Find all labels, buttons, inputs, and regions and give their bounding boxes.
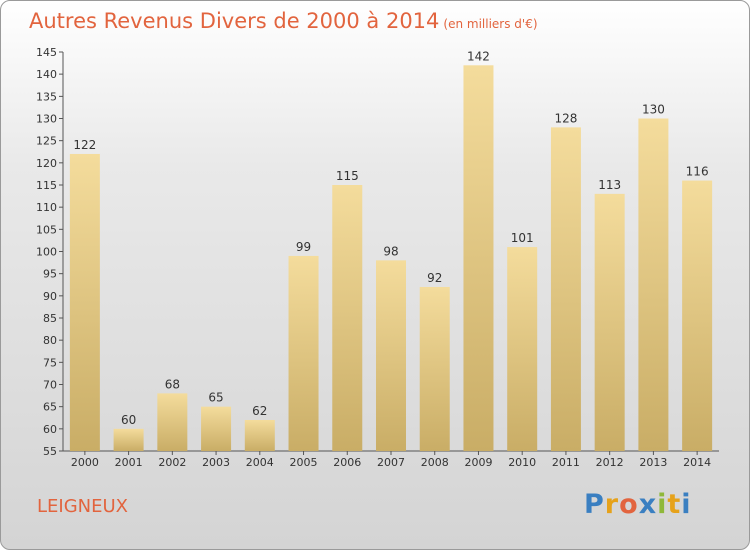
bar	[69, 153, 100, 451]
bar	[157, 393, 188, 451]
bar	[376, 260, 406, 451]
x-tick-label: 2001	[115, 456, 143, 469]
x-tick-label: 2004	[246, 456, 274, 469]
bar-value-label: 68	[165, 377, 180, 391]
x-tick-label: 2014	[683, 456, 711, 469]
y-tick-label: 135	[36, 90, 57, 103]
bar	[288, 255, 319, 451]
chart-title-text: Autres Revenus Divers de 2000 à 2014	[29, 9, 440, 33]
y-tick-label: 95	[43, 268, 57, 281]
y-tick-label: 145	[36, 46, 57, 59]
y-tick-label: 110	[36, 201, 57, 214]
bar	[550, 127, 581, 451]
y-tick-label: 115	[36, 179, 57, 192]
x-tick-label: 2013	[639, 456, 667, 469]
logo-letter: i	[681, 489, 692, 520]
y-tick-label: 120	[36, 157, 57, 170]
bar-value-label: 60	[121, 413, 136, 427]
bar-value-label: 101	[511, 231, 534, 245]
bar-value-label: 115	[336, 169, 359, 183]
logo-letter: o	[619, 489, 639, 520]
bar	[507, 247, 538, 451]
x-tick-label: 2000	[71, 456, 99, 469]
bar-value-label: 116	[686, 165, 709, 179]
y-tick-label: 60	[43, 423, 57, 436]
bar-value-label: 99	[296, 240, 311, 254]
y-tick-label: 65	[43, 401, 57, 414]
bar	[682, 180, 713, 452]
y-tick-label: 105	[36, 223, 57, 236]
y-tick-label: 90	[43, 290, 57, 303]
logo-letter: i	[657, 489, 668, 520]
bar-value-label: 62	[252, 404, 267, 418]
x-tick-label: 2005	[290, 456, 318, 469]
bar	[244, 419, 275, 451]
x-tick-label: 2002	[158, 456, 186, 469]
y-tick-label: 75	[43, 356, 57, 369]
bar	[201, 406, 232, 451]
y-tick-label: 85	[43, 312, 57, 325]
chart-title-unit: (en milliers d'€)	[443, 17, 538, 31]
logo-letter: r	[604, 489, 620, 520]
proxiti-logo[interactable]: Proxiti	[584, 489, 692, 520]
logo-letter: P	[584, 489, 605, 520]
x-tick-label: 2009	[464, 456, 492, 469]
y-tick-label: 100	[36, 246, 57, 259]
commune-name: LEIGNEUX	[37, 496, 129, 517]
y-tick-label: 80	[43, 334, 57, 347]
x-tick-label: 2007	[377, 456, 405, 469]
bar	[594, 193, 625, 451]
bar-value-label: 142	[467, 49, 490, 63]
x-tick-label: 2008	[421, 456, 449, 469]
x-tick-label: 2006	[333, 456, 361, 469]
x-tick-label: 2003	[202, 456, 230, 469]
y-tick-label: 55	[43, 445, 57, 458]
bar	[419, 286, 450, 451]
logo-letter: x	[638, 489, 658, 520]
bar	[463, 65, 494, 452]
bar-value-label: 128	[554, 111, 577, 125]
y-tick-label: 70	[43, 379, 57, 392]
bar-value-label: 65	[208, 391, 223, 405]
x-tick-label: 2011	[552, 456, 580, 469]
bar	[113, 428, 144, 451]
x-tick-label: 2010	[508, 456, 536, 469]
logo-letter: t	[667, 489, 682, 520]
chart-title: Autres Revenus Divers de 2000 à 2014 (en …	[29, 9, 538, 33]
bar-value-label: 98	[383, 244, 398, 258]
bar-value-label: 130	[642, 103, 665, 117]
bar-value-label: 122	[73, 138, 96, 152]
bar-value-label: 113	[598, 178, 621, 192]
y-tick-label: 140	[36, 68, 57, 81]
bar-value-label: 92	[427, 271, 442, 285]
x-tick-label: 2012	[596, 456, 624, 469]
y-tick-label: 125	[36, 135, 57, 148]
bar	[638, 118, 669, 451]
y-tick-label: 130	[36, 113, 57, 126]
bar	[332, 185, 363, 451]
